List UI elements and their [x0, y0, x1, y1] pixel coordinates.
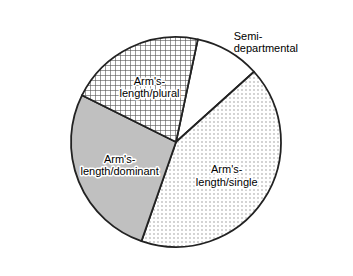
labels: Semi-departmental Arm's-length/single Arm'…: [80, 30, 297, 188]
slice-label: Arm's-length/dominant: [80, 153, 158, 178]
slice-label: Arm's-length/single: [196, 163, 258, 188]
slice-label: Semi-departmental: [234, 30, 298, 55]
slice-label: Arm's-length/plural: [120, 75, 180, 100]
pie-slice: [82, 37, 198, 142]
slices: [71, 37, 281, 247]
chart: Semi-departmental Arm's-length/single Arm'…: [0, 0, 353, 276]
